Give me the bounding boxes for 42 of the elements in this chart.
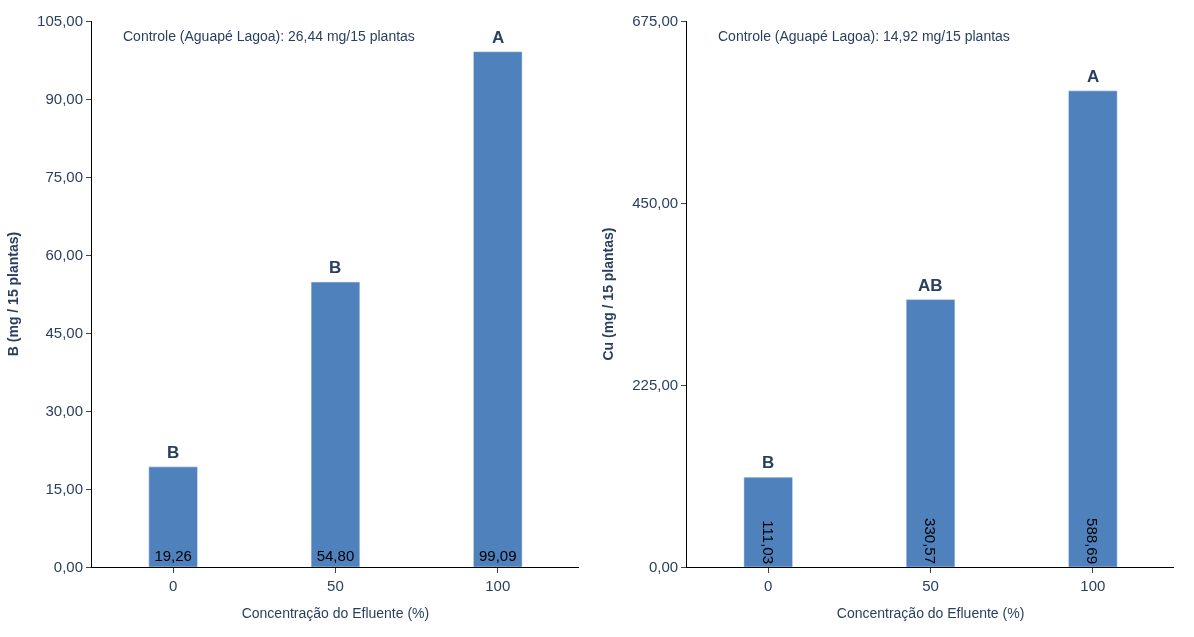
y-tick-label: 15,00 bbox=[45, 480, 83, 498]
bar bbox=[310, 281, 361, 567]
bar bbox=[148, 466, 198, 567]
data-label: 330,57 bbox=[922, 518, 940, 564]
x-tick-label: 0 bbox=[764, 577, 773, 594]
y-tick-label: 75,00 bbox=[45, 168, 83, 186]
x-tick-label: 100 bbox=[485, 577, 511, 594]
annotation: B bbox=[329, 258, 342, 277]
y-tick-label: 0,00 bbox=[53, 558, 83, 576]
data-label: 19,26 bbox=[154, 547, 192, 564]
data-label: 54,80 bbox=[316, 547, 355, 564]
y-tick-label: 30,00 bbox=[45, 402, 83, 420]
annotation: AB bbox=[918, 276, 943, 295]
x-tick-label: 50 bbox=[922, 577, 939, 594]
y-tick-label: 60,00 bbox=[45, 246, 83, 264]
annotation: A bbox=[492, 28, 505, 47]
y-tick-label: 0,00 bbox=[648, 558, 679, 576]
y-tick-label: 45,00 bbox=[45, 324, 83, 342]
y-axis-title: Cu (mg / 15 plantas) bbox=[599, 227, 616, 361]
y-tick-label: 450,00 bbox=[632, 194, 679, 212]
annotation: Controle (Aguapé Lagoa): 14,92 mg/15 plantas bbox=[718, 28, 1010, 44]
bar bbox=[743, 476, 793, 567]
annotation: B bbox=[167, 443, 180, 462]
y-tick-label: 225,00 bbox=[632, 376, 679, 394]
data-label: 111,03 bbox=[759, 520, 777, 564]
data-label: 99,09 bbox=[478, 547, 517, 564]
bar bbox=[1068, 90, 1118, 567]
annotation: A bbox=[1087, 67, 1100, 86]
x-tick-label: 50 bbox=[327, 577, 344, 594]
x-axis-title: Concentração do Efluente (%) bbox=[836, 605, 1025, 622]
annotation: B bbox=[762, 453, 775, 472]
x-tick-label: 0 bbox=[168, 577, 178, 594]
data-label: 588,69 bbox=[1084, 518, 1102, 564]
y-tick-label: 105,00 bbox=[37, 12, 83, 30]
y-axis-title: B (mg / 15 plantas) bbox=[4, 231, 21, 357]
annotation: Controle (Aguapé Lagoa): 26,44 mg/15 plantas bbox=[123, 28, 415, 44]
bar bbox=[473, 51, 523, 567]
y-tick-label: 675,00 bbox=[632, 12, 679, 30]
x-axis-title: Concentração do Efluente (%) bbox=[241, 605, 430, 622]
y-tick-label: 90,00 bbox=[45, 90, 83, 108]
x-tick-label: 100 bbox=[1080, 577, 1106, 594]
bar bbox=[905, 299, 956, 567]
